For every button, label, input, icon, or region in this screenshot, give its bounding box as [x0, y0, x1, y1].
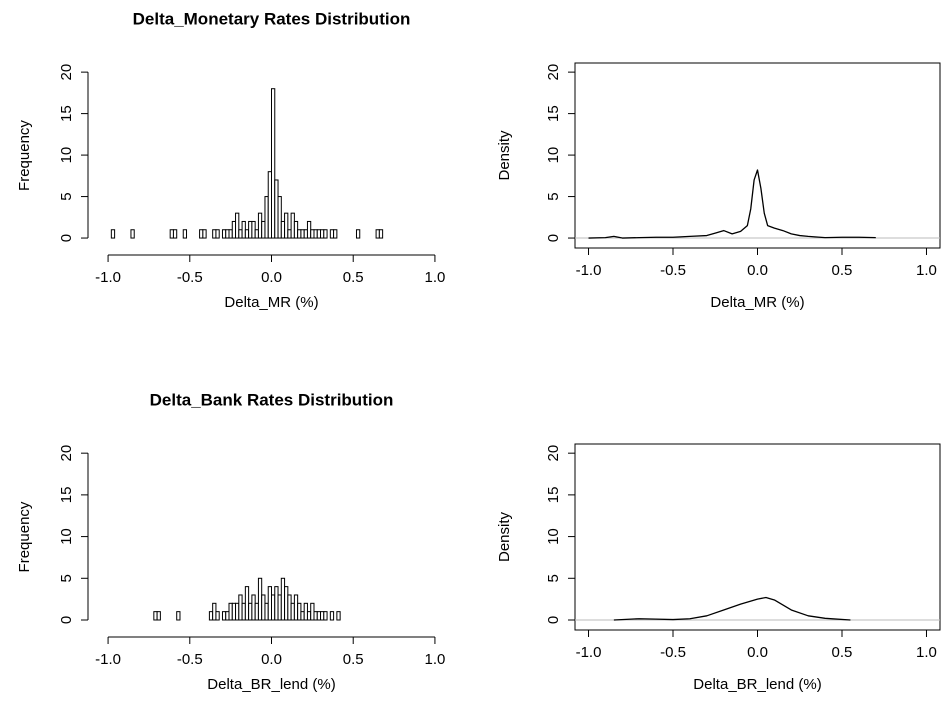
y-tick-label: 5 [58, 574, 75, 582]
y-axis-label: Frequency [16, 501, 33, 572]
y-tick-label: 0 [545, 234, 562, 242]
y-tick-label: 20 [58, 445, 75, 462]
y-axis-label: Density [496, 130, 513, 181]
histogram-bar [336, 611, 341, 621]
y-tick-label: 5 [545, 574, 562, 582]
histogram-bar [130, 229, 135, 239]
x-tick-label: 0.5 [343, 269, 364, 286]
y-tick-label: 20 [545, 64, 562, 81]
histogram-bar [235, 212, 240, 239]
x-tick-label: -1.0 [95, 269, 121, 286]
histogram-bar [323, 229, 328, 239]
plot-box [574, 443, 941, 631]
y-tick-label: 0 [58, 616, 75, 624]
y-tick-label: 15 [58, 105, 75, 122]
x-tick-label: -0.5 [177, 269, 203, 286]
x-axis-label: Delta_MR (%) [710, 294, 804, 311]
y-tick-label: 20 [545, 445, 562, 462]
histogram-bar [284, 212, 289, 239]
y-tick-label: 10 [545, 147, 562, 164]
histogram-bar [156, 611, 161, 621]
x-tick-label: -1.0 [576, 262, 602, 279]
y-tick-label: 20 [58, 64, 75, 81]
x-tick-label: 0.5 [832, 644, 853, 661]
chart-title: Delta_Bank Rates Distribution [150, 390, 394, 409]
histogram-bar [378, 229, 384, 239]
y-tick-label: 0 [545, 616, 562, 624]
x-tick-label: 0.0 [261, 269, 282, 286]
x-tick-label: -0.5 [177, 651, 203, 668]
y-tick-label: 5 [545, 192, 562, 200]
histogram-bar [176, 611, 181, 621]
y-tick-label: 15 [545, 105, 562, 122]
density-curve [613, 596, 851, 621]
histogram-bar [323, 611, 328, 621]
x-tick-label: 1.0 [424, 651, 445, 668]
density-curve [588, 169, 876, 239]
y-tick-label: 15 [58, 487, 75, 504]
x-tick-label: 1.0 [916, 644, 937, 661]
x-tick-label: 1.0 [424, 269, 445, 286]
x-axis-label: Delta_BR_lend (%) [693, 676, 821, 693]
y-axis-label: Density [496, 511, 513, 562]
x-tick-label: -0.5 [660, 644, 686, 661]
chart-title: Delta_Monetary Rates Distribution [133, 9, 411, 28]
histogram-bar [215, 229, 220, 239]
x-tick-label: 0.5 [832, 262, 853, 279]
histogram-bar [333, 229, 338, 239]
histogram-bar [182, 229, 188, 239]
x-axis-label: Delta_BR_lend (%) [207, 676, 335, 693]
y-tick-label: 10 [58, 528, 75, 545]
x-tick-label: 0.0 [747, 644, 768, 661]
x-tick-label: -0.5 [660, 262, 686, 279]
x-tick-label: -1.0 [576, 644, 602, 661]
histogram-bar [355, 229, 361, 239]
y-tick-label: 5 [58, 192, 75, 200]
x-axis-label: Delta_MR (%) [224, 294, 318, 311]
y-tick-label: 10 [58, 147, 75, 164]
y-tick-label: 0 [58, 234, 75, 242]
histogram-bar [329, 611, 335, 621]
histogram-bar [277, 196, 282, 239]
y-axis-label: Frequency [16, 120, 33, 191]
plot-box [574, 62, 941, 249]
histogram-bar [110, 229, 116, 239]
histogram-bar [215, 611, 220, 621]
x-tick-label: -1.0 [95, 651, 121, 668]
histogram-bar [172, 229, 178, 239]
x-tick-label: 0.0 [261, 651, 282, 668]
histogram-bar [202, 229, 207, 239]
y-tick-label: 15 [545, 487, 562, 504]
x-tick-label: 1.0 [916, 262, 937, 279]
y-tick-label: 10 [545, 528, 562, 545]
x-tick-label: 0.0 [747, 262, 768, 279]
x-tick-label: 0.5 [343, 651, 364, 668]
histogram-bar [271, 88, 276, 239]
